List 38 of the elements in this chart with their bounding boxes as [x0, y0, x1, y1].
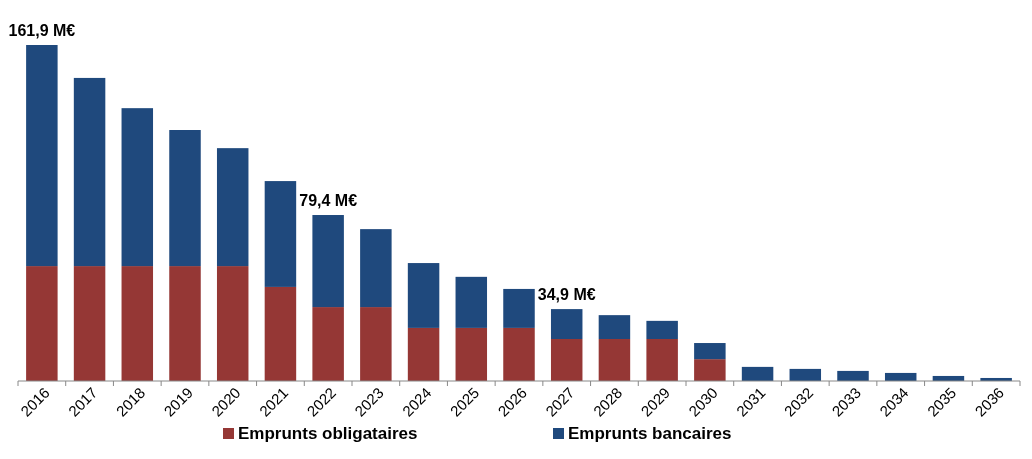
bar	[598, 339, 631, 381]
bar	[216, 266, 249, 381]
bar	[26, 45, 58, 267]
bar	[121, 266, 154, 381]
bar	[216, 148, 249, 267]
annotation: 34,9 M€	[537, 286, 596, 304]
bar	[121, 108, 154, 267]
bar	[789, 368, 822, 381]
bar	[407, 327, 440, 381]
bar	[550, 309, 583, 339]
bar	[312, 215, 344, 308]
bar	[646, 320, 678, 339]
bar	[360, 307, 392, 381]
bar	[598, 315, 631, 339]
bar	[73, 266, 106, 381]
bar	[694, 359, 726, 381]
bar	[694, 343, 726, 360]
bar	[312, 307, 344, 381]
bar	[169, 266, 201, 381]
bar	[455, 276, 488, 328]
bar	[169, 130, 201, 267]
bar	[550, 339, 583, 381]
bar	[73, 77, 106, 267]
legend-label: Emprunts obligataires	[238, 424, 418, 443]
bar	[503, 327, 535, 381]
bar	[264, 286, 297, 381]
bar	[837, 370, 869, 381]
bar	[503, 288, 535, 328]
bar	[407, 263, 440, 328]
bar	[646, 339, 678, 381]
bar	[455, 327, 488, 381]
bar	[741, 366, 774, 381]
bar	[360, 229, 392, 308]
bar	[264, 181, 297, 287]
legend-label: Emprunts bancaires	[568, 424, 732, 443]
bar	[26, 266, 58, 381]
annotation: 161,9 M€	[8, 22, 76, 39]
annotation: 79,4 M€	[299, 192, 358, 210]
